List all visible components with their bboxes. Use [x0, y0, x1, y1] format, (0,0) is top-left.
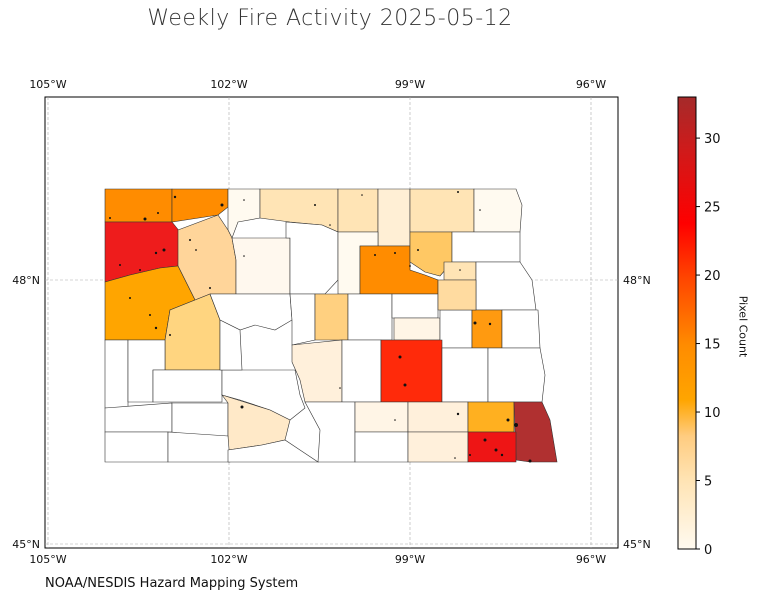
colorbar-tick-label: 5 [704, 475, 712, 490]
county-sheridan [314, 293, 349, 341]
lon-tick-bottom-2: 99°W [395, 553, 425, 566]
county-adams [167, 431, 231, 463]
fire-detections [109, 191, 532, 463]
county-burke [171, 188, 229, 223]
county-oliver [219, 319, 243, 371]
county-mcintosh [354, 431, 409, 463]
colorbar-tick-label: 10 [704, 406, 721, 421]
lat-tick-left-0: 48°N [12, 274, 40, 287]
lon-tick-top-1: 102°W [210, 78, 247, 91]
county-mclean [289, 293, 316, 346]
county-sioux [227, 439, 319, 463]
county-kidder [341, 339, 382, 403]
county-stutsman [380, 339, 443, 403]
county-walsh [451, 231, 521, 263]
lat-tick-left-1: 45°N [12, 538, 40, 551]
county-foster [393, 317, 441, 341]
map-title: Weekly Fire Activity 2025-05-12 [147, 6, 513, 31]
county-steele [471, 309, 503, 349]
colorbar-ticks: 0 5 10 15 20 25 30 [696, 132, 721, 558]
county-dickey [407, 431, 469, 463]
colorbar-tick-label: 0 [704, 543, 712, 558]
lat-tick-right-1: 45°N [623, 538, 651, 551]
county-mchenry [285, 221, 339, 295]
county-golden-valley [104, 339, 129, 409]
county-polygons [104, 188, 558, 463]
colorbar [677, 96, 697, 550]
colorbar-tick-label: 20 [704, 269, 721, 284]
lon-tick-bottom-1: 102°W [210, 553, 247, 566]
county-pembina [473, 188, 523, 233]
county-lamoure [407, 401, 469, 433]
lon-tick-top-0: 105°W [29, 78, 66, 91]
lon-tick-top-3: 96°W [576, 78, 606, 91]
lon-tick-bottom-3: 96°W [576, 553, 606, 566]
county-traill [501, 309, 541, 349]
county-nelson [443, 261, 477, 281]
county-barnes [441, 347, 489, 403]
colorbar-tick-label: 25 [704, 201, 721, 216]
county-rolette [337, 188, 379, 233]
colorbar-tick-label: 30 [704, 132, 721, 147]
county-divide [104, 188, 173, 223]
county-bowman [104, 431, 169, 463]
county-towner [377, 188, 411, 247]
colorbar-label: Pixel Count [736, 295, 750, 358]
county-logan [354, 401, 409, 433]
county-stark [152, 369, 223, 403]
lat-tick-right-0: 48°N [623, 274, 651, 287]
county-ransom [467, 401, 515, 433]
credit-text: NOAA/NESDIS Hazard Mapping System [45, 576, 299, 591]
county-emmons [304, 401, 356, 463]
county-wells [347, 293, 393, 341]
county-cass [487, 347, 546, 403]
county-slope [104, 402, 173, 433]
lon-tick-top-2: 99°W [395, 78, 425, 91]
colorbar-tick-label: 15 [704, 338, 721, 353]
county-nelson-lower [437, 279, 477, 311]
county-eddy [391, 293, 439, 319]
lon-tick-bottom-0: 105°W [29, 553, 66, 566]
county-cavalier [409, 188, 475, 233]
county-ward [231, 237, 291, 295]
county-griggs [439, 309, 473, 349]
county-sargent [467, 431, 517, 463]
